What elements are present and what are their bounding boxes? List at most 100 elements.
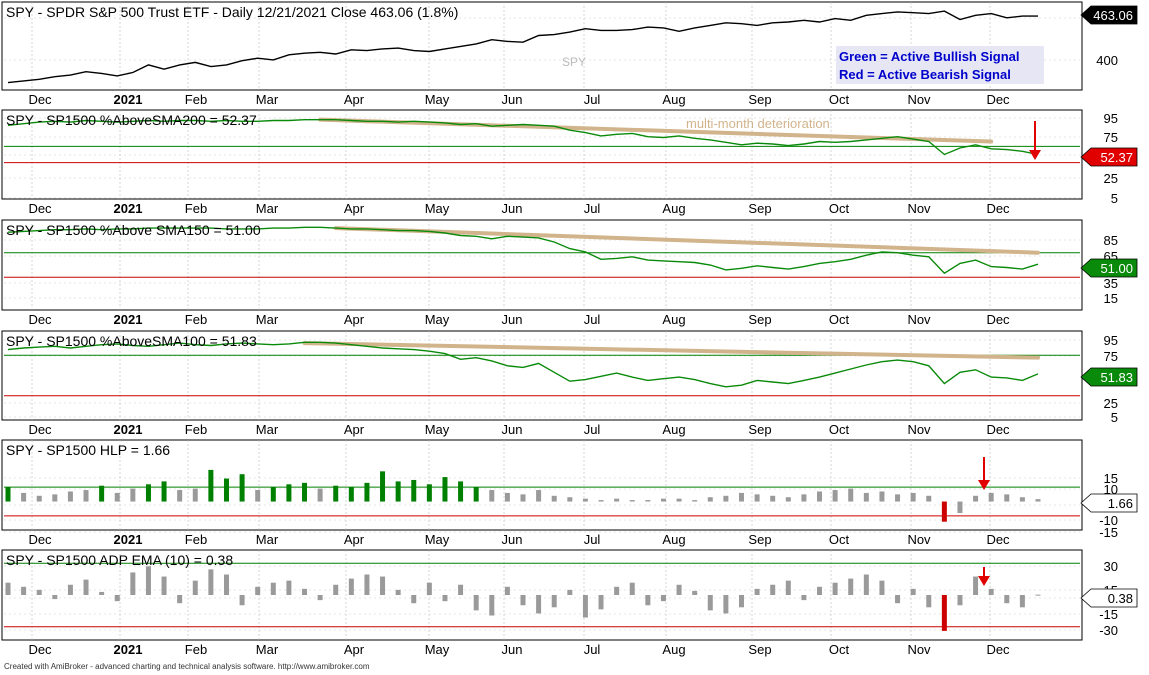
panel-frame xyxy=(1,439,1083,531)
series-bar xyxy=(364,574,370,595)
series-bar xyxy=(489,595,495,616)
arrow-head xyxy=(978,576,990,586)
month-label: Oct xyxy=(829,92,850,107)
panel-1: Dec 2021 Feb Mar Apr May Jun Jul Aug Sep Oct Nov Dec… xyxy=(1,109,1138,216)
month-label: Sep xyxy=(748,642,771,657)
month-label: Feb xyxy=(185,532,207,547)
series-bar xyxy=(738,595,744,608)
series-bar xyxy=(1019,497,1025,502)
series-bar xyxy=(551,495,557,502)
series-bar xyxy=(738,492,744,502)
signal-legend: Green = Active Bullish Signal Red = Activ… xyxy=(836,46,1044,84)
series-bar xyxy=(707,497,713,502)
panel-title: SPY - SP1500 HLP = 1.66 xyxy=(6,442,170,458)
series-bar xyxy=(723,495,729,502)
series-bar xyxy=(660,498,666,502)
series-bar xyxy=(645,500,651,502)
month-label: Dec xyxy=(986,642,1010,657)
series-bar xyxy=(832,582,838,595)
series-bar xyxy=(817,586,823,595)
month-label: Dec xyxy=(28,532,52,547)
trend-line xyxy=(302,341,1040,360)
month-label: Aug xyxy=(662,532,685,547)
series-bar xyxy=(676,498,682,502)
series-bar xyxy=(988,588,994,595)
month-label: Jul xyxy=(584,312,601,327)
arrow-head xyxy=(978,480,990,490)
month-label: Jul xyxy=(584,532,601,547)
month-label: Aug xyxy=(662,422,685,437)
series-bar xyxy=(785,580,791,595)
month-label: Mar xyxy=(256,92,279,107)
series-bar xyxy=(598,500,604,502)
series-bar xyxy=(1035,499,1041,502)
month-label: 2021 xyxy=(114,312,143,327)
y-tick-label: 85 xyxy=(1104,233,1118,248)
series-bar xyxy=(270,487,276,502)
series-bar xyxy=(614,586,620,595)
series-bar xyxy=(21,492,27,502)
series-bar xyxy=(348,487,354,502)
series-bar xyxy=(582,498,588,502)
month-label: 2021 xyxy=(114,532,143,547)
series-bar xyxy=(785,497,791,502)
month-label: Sep xyxy=(748,532,771,547)
month-label: Oct xyxy=(829,312,850,327)
series-bar xyxy=(130,572,136,595)
series-bar xyxy=(458,584,464,595)
month-label: Apr xyxy=(344,532,365,547)
series-bar xyxy=(895,595,901,604)
series-bar xyxy=(504,492,510,502)
month-label: May xyxy=(425,422,450,437)
series-line xyxy=(7,10,1038,84)
month-label: May xyxy=(425,201,450,216)
last-value-label: 52.37 xyxy=(1100,150,1133,165)
y-tick-label: 15 xyxy=(1104,471,1118,486)
series-bar xyxy=(707,595,713,611)
series-bar xyxy=(395,481,401,502)
series-bar xyxy=(629,500,635,502)
month-label: Sep xyxy=(748,312,771,327)
legend-box xyxy=(836,46,1044,84)
series-bar xyxy=(36,495,42,502)
y-tick-label: 95 xyxy=(1104,111,1118,126)
series-bar xyxy=(52,595,58,600)
series-bar xyxy=(333,584,339,595)
series-bar xyxy=(770,495,776,502)
series-bar xyxy=(177,490,183,502)
series-bar xyxy=(333,485,339,502)
series-bar xyxy=(426,582,432,595)
series-bar xyxy=(192,580,198,595)
series-bar xyxy=(692,590,698,595)
panel-3: Dec 2021 Feb Mar Apr May Jun Jul Aug Sep Oct Nov Dec… xyxy=(1,330,1138,437)
series-bar xyxy=(926,595,932,608)
watermark: SPY xyxy=(562,55,586,69)
series-bar xyxy=(83,490,89,502)
month-label: Sep xyxy=(748,422,771,437)
series-bar xyxy=(973,576,979,595)
panel-4: Dec 2021 Feb Mar Apr May Jun Jul Aug Sep Oct Nov Dec… xyxy=(1,439,1138,547)
month-label: Mar xyxy=(256,312,279,327)
month-label: Oct xyxy=(829,642,850,657)
series-bar xyxy=(536,595,542,614)
y-tick-label: 400 xyxy=(1096,53,1118,68)
month-label: May xyxy=(425,92,450,107)
series-bar xyxy=(863,492,869,502)
series-bar xyxy=(1035,594,1041,596)
series-bar xyxy=(255,586,261,595)
series-bar xyxy=(973,495,979,502)
y-tick-label: 75 xyxy=(1104,349,1118,364)
series-bar xyxy=(317,488,323,502)
series-bar xyxy=(754,588,760,595)
series-bar xyxy=(114,492,120,502)
y-tick-label: -15 xyxy=(1099,607,1118,622)
series-bar xyxy=(473,595,479,611)
series-bar xyxy=(567,497,573,502)
month-label: May xyxy=(425,532,450,547)
month-label: Mar xyxy=(256,642,279,657)
series-bar xyxy=(801,595,807,601)
series-bar xyxy=(270,582,276,595)
month-label: Oct xyxy=(829,422,850,437)
series-bar xyxy=(957,595,963,606)
